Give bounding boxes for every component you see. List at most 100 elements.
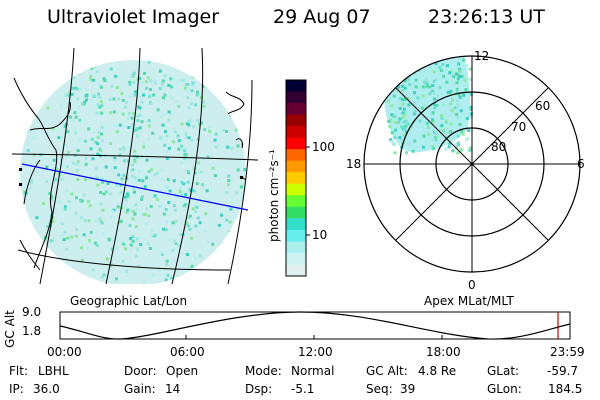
- emission-pixel: [239, 185, 243, 189]
- emission-pixel: [97, 131, 101, 135]
- emission-pixel: [88, 204, 92, 208]
- emission-pixel: [416, 96, 420, 100]
- emission-pixel: [110, 215, 114, 218]
- emission-pixel: [189, 119, 193, 122]
- emission-pixel: [114, 74, 118, 78]
- emission-pixel: [447, 117, 451, 121]
- emission-pixel: [199, 170, 203, 174]
- emission-pixel: [413, 139, 417, 143]
- emission-pixel: [63, 230, 67, 234]
- emission-pixel: [78, 138, 82, 142]
- dsp-label: Dsp:: [245, 382, 273, 396]
- emission-pixel: [50, 239, 53, 243]
- emission-pixel: [115, 86, 119, 89]
- emission-pixel: [51, 126, 55, 130]
- emission-pixel: [413, 58, 417, 62]
- emission-pixel: [57, 268, 61, 271]
- emission-pixel: [388, 125, 392, 129]
- map-marker: [240, 176, 243, 179]
- emission-pixel: [121, 112, 125, 116]
- emission-pixel: [112, 97, 116, 101]
- emission-pixel: [107, 237, 111, 241]
- emission-pixel: [387, 119, 391, 123]
- emission-pixel: [24, 237, 27, 240]
- emission-pixel: [110, 247, 114, 251]
- emission-pixel: [165, 263, 168, 266]
- gc-alt-value: 4.8 Re: [418, 364, 457, 378]
- colorbar-cell: [286, 172, 306, 185]
- emission-pixel: [450, 58, 454, 62]
- emission-pixel: [220, 98, 224, 102]
- aurora-disc: [20, 60, 246, 284]
- emission-pixel: [243, 94, 246, 98]
- emission-pixel: [125, 210, 129, 214]
- emission-pixel: [46, 106, 50, 110]
- emission-pixel: [198, 254, 202, 258]
- filter-value: LBHL: [38, 364, 69, 378]
- emission-pixel: [173, 208, 177, 212]
- emission-pixel: [140, 81, 144, 85]
- emission-pixel: [129, 243, 133, 247]
- emission-pixel: [220, 70, 224, 74]
- emission-pixel: [176, 134, 180, 138]
- emission-pixel: [98, 217, 102, 221]
- emission-pixel: [39, 256, 43, 260]
- emission-pixel: [440, 88, 444, 92]
- coastline-west: [13, 77, 71, 271]
- emission-pixel: [202, 104, 206, 108]
- emission-pixel: [449, 130, 452, 134]
- emission-pixel: [134, 203, 138, 206]
- emission-pixel: [467, 129, 471, 132]
- emission-pixel: [423, 104, 427, 108]
- emission-pixel: [211, 166, 215, 170]
- emission-pixel: [469, 112, 473, 116]
- emission-pixel: [195, 205, 199, 209]
- emission-pixel: [124, 100, 128, 104]
- emission-pixel: [126, 192, 129, 196]
- emission-pixel: [123, 124, 127, 128]
- emission-pixel: [428, 85, 432, 89]
- emission-pixel: [177, 139, 181, 143]
- emission-pixel: [92, 78, 96, 82]
- emission-pixel: [118, 123, 122, 127]
- emission-pixel: [94, 219, 98, 223]
- emission-pixel: [44, 268, 48, 272]
- emission-pixel: [219, 281, 223, 284]
- emission-pixel: [171, 221, 175, 225]
- emission-pixel: [122, 242, 125, 246]
- emission-pixel: [121, 98, 125, 102]
- altitude-xtick: 18:00: [426, 345, 461, 359]
- emission-pixel: [220, 213, 223, 217]
- emission-pixel: [180, 180, 184, 184]
- emission-pixel: [227, 205, 231, 209]
- emission-pixel: [404, 110, 408, 114]
- emission-pixel: [85, 88, 89, 91]
- emission-pixel: [188, 188, 192, 192]
- emission-pixel: [91, 94, 95, 98]
- emission-pixel: [138, 106, 142, 110]
- emission-pixel: [66, 150, 70, 154]
- emission-pixel: [201, 266, 204, 270]
- emission-pixel: [96, 94, 99, 98]
- emission-pixel: [448, 71, 452, 75]
- emission-pixel: [427, 126, 431, 129]
- emission-pixel: [203, 229, 207, 233]
- altitude-ytick: 9.0: [22, 305, 42, 319]
- emission-pixel: [127, 112, 131, 116]
- emission-pixel: [180, 193, 184, 197]
- emission-pixel: [121, 179, 125, 183]
- emission-pixel: [213, 174, 217, 178]
- emission-pixel: [193, 74, 197, 78]
- emission-pixel: [413, 101, 416, 105]
- emission-pixel: [67, 91, 71, 95]
- emission-pixel: [437, 146, 441, 150]
- emission-pixel: [27, 140, 31, 144]
- emission-pixel: [393, 75, 397, 79]
- meridian-line: [227, 79, 253, 284]
- emission-pixel: [49, 197, 53, 201]
- gc-alt-label: GC Alt:: [366, 364, 408, 378]
- emission-pixel: [432, 131, 436, 135]
- emission-pixel: [117, 97, 120, 101]
- emission-pixel: [160, 252, 164, 256]
- emission-pixel: [99, 219, 103, 222]
